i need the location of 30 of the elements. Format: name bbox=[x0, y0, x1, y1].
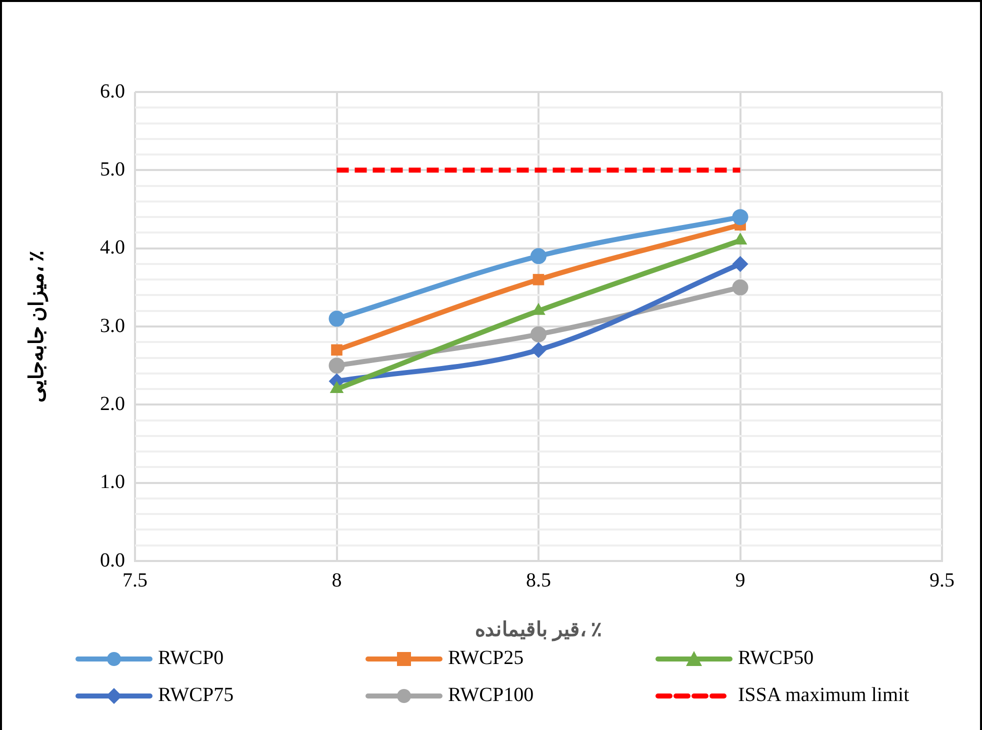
point bbox=[732, 279, 748, 296]
x-tick-label: 9 bbox=[735, 569, 746, 592]
x-tick-label: 8 bbox=[332, 569, 342, 592]
x-tick-label: 9.5 bbox=[930, 569, 954, 592]
x-axis-title: قیر باقیمانده، ٪ bbox=[475, 619, 602, 642]
point bbox=[328, 310, 345, 327]
y-tick-label: 6.0 bbox=[100, 80, 125, 102]
legend-label: ISSA maximum limit bbox=[738, 684, 910, 707]
point bbox=[530, 342, 546, 358]
point bbox=[530, 326, 546, 342]
y-tick-label: 3.0 bbox=[100, 314, 125, 337]
y-tick-label: 4.0 bbox=[100, 236, 125, 259]
legend-label: RWCP75 bbox=[158, 684, 234, 707]
y-tick-label: 0.0 bbox=[100, 549, 125, 572]
legend-label: RWCP100 bbox=[448, 684, 534, 707]
point bbox=[530, 248, 546, 264]
point bbox=[732, 209, 748, 226]
x-tick-label: 7.5 bbox=[122, 569, 148, 592]
point bbox=[331, 344, 342, 356]
legend-label: RWCP50 bbox=[738, 647, 814, 670]
y-axis-title: میزان جابه‌جایی، ٪ bbox=[26, 250, 50, 402]
y-tick-label: 1.0 bbox=[100, 471, 125, 494]
y-tick-label: 2.0 bbox=[100, 392, 125, 415]
x-tick-label: 8.5 bbox=[526, 569, 551, 592]
legend-label: RWCP0 bbox=[158, 647, 224, 670]
point bbox=[532, 274, 544, 286]
y-tick-label: 5.0 bbox=[100, 158, 125, 180]
point bbox=[328, 358, 345, 374]
legend-label: RWCP25 bbox=[448, 647, 524, 670]
point bbox=[732, 256, 748, 272]
